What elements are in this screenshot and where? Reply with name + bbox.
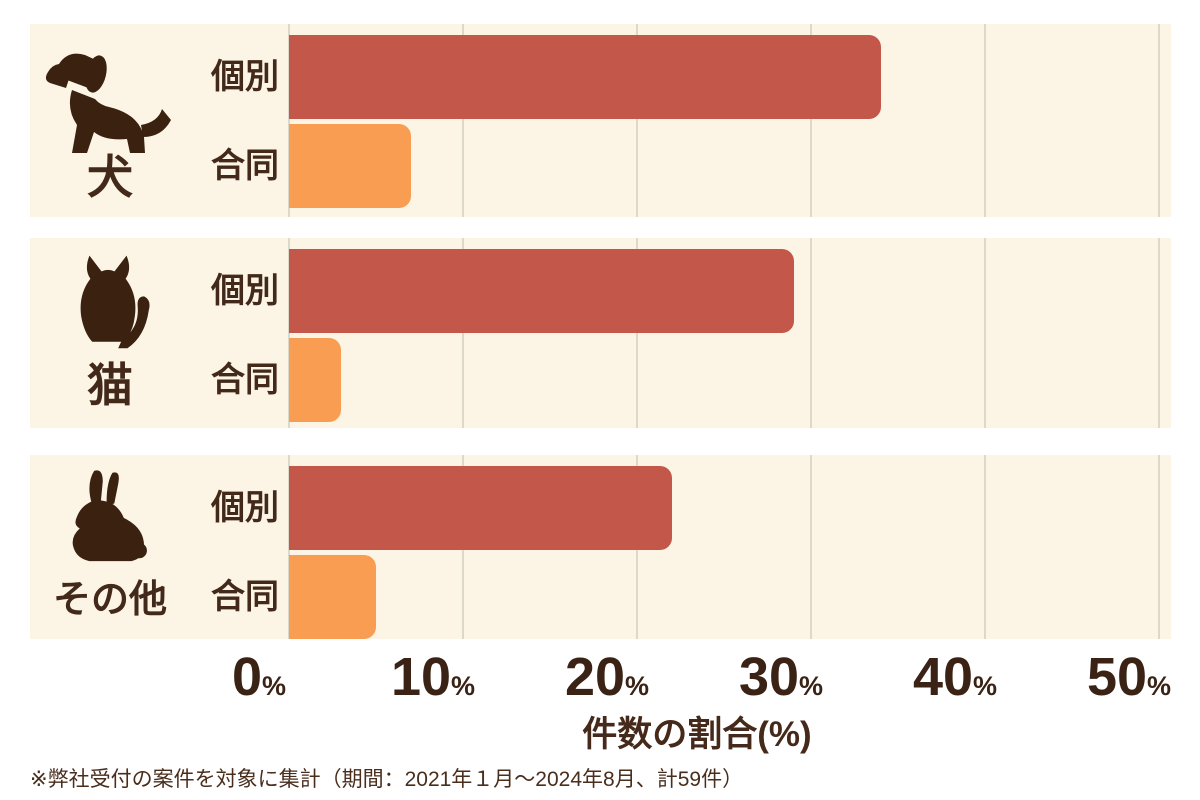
percent-suffix: % [1147,671,1172,701]
bar-other-joint [289,555,376,639]
footnote: ※弊社受付の案件を対象に集計（期間：2021年１月～2024年8月、計59件） [30,768,744,791]
gridline-20 [636,24,638,217]
gridline-40 [984,24,986,217]
gridline-10 [462,238,464,428]
bar-other-individual [289,466,672,550]
gridline-0 [288,24,290,217]
bar-dog-individual [289,35,881,119]
percent-suffix: % [262,671,287,701]
gridline-0 [288,238,290,428]
percent-suffix: % [625,671,650,701]
series-label-joint: 合同 [211,361,279,399]
percent-suffix: % [451,671,476,701]
series-label-joint: 合同 [211,578,279,616]
category-label-dog: 犬 [87,151,133,203]
gridline-50 [1158,24,1160,217]
series-label-individual: 個別 [211,58,279,96]
gridline-40 [984,455,986,639]
x-tick-0: 0% [231,647,287,707]
series-label-individual: 個別 [211,272,279,310]
chart-panel-other: その他 個別 合同 [30,455,1171,639]
gridline-30 [810,455,812,639]
series-label-individual: 個別 [211,489,279,527]
x-axis-title: 件数の割合(%) [582,715,812,754]
cat-icon [80,255,150,349]
series-label-joint: 合同 [211,147,279,185]
percent-suffix: % [799,671,824,701]
gridline-30 [810,238,812,428]
rabbit-icon [72,470,147,562]
x-tick-10: 10% [390,647,476,707]
category-label-cat: 猫 [87,359,133,411]
bar-dog-joint [289,124,411,208]
gridline-30 [810,24,812,217]
x-tick-40: 40% [912,647,998,707]
x-tick-30: 30% [738,647,824,707]
dog-icon [45,53,171,153]
gridline-50 [1158,238,1160,428]
chart-panel-dog: 犬 個別 合同 [30,24,1171,217]
bar-cat-joint [289,338,342,422]
category-label-other: その他 [52,579,167,621]
gridline-10 [462,24,464,217]
gridline-50 [1158,455,1160,639]
chart-panel-cat: 猫 個別 合同 [30,238,1171,428]
gridline-20 [636,238,638,428]
x-tick-20: 20% [564,647,650,707]
x-tick-50: 50% [1086,647,1172,707]
gridline-40 [984,238,986,428]
percent-suffix: % [973,671,998,701]
bar-cat-individual [289,249,794,333]
